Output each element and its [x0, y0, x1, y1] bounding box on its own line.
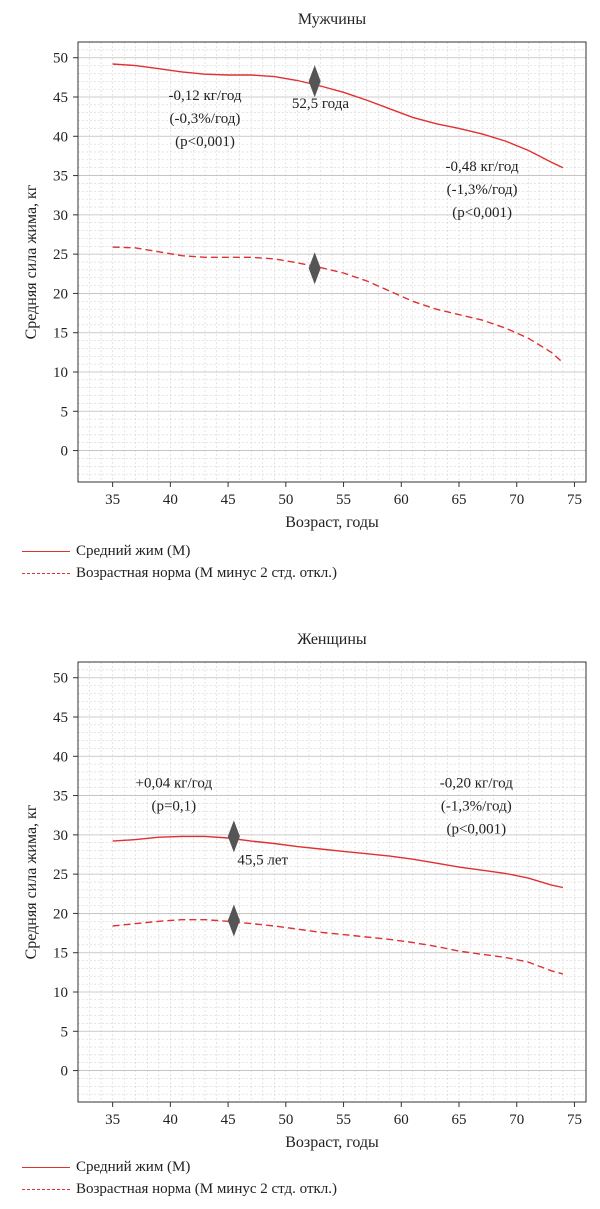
grid [77, 661, 587, 1103]
annotation-line: 52,5 года [292, 96, 349, 112]
legend-swatch-dashed [22, 1188, 70, 1190]
annotation-line: -0,12 кг/год [168, 88, 241, 104]
y-tick-label: 10 [53, 985, 68, 1001]
annotation: -0,12 кг/год (-0,3%/год) (p<0,001) [168, 88, 241, 150]
y-tick-label: 45 [53, 710, 68, 726]
x-tick-label: 35 [105, 492, 120, 508]
annotation-line: 45,5 лет [237, 853, 288, 869]
x-tick-label: 60 [394, 492, 409, 508]
x-tick-label: 45 [221, 492, 236, 508]
y-tick-label: 0 [61, 444, 69, 460]
y-tick-label: 5 [61, 404, 69, 420]
y-tick-label: 5 [61, 1024, 69, 1040]
legend-women: Средний жим (М) Возрастная норма (М мину… [22, 1156, 337, 1200]
x-tick-label: 45 [221, 1112, 236, 1128]
x-tick-label: 60 [394, 1112, 409, 1128]
x-tick-label: 70 [509, 492, 524, 508]
annotation: 45,5 лет [237, 853, 288, 869]
series-line-mean [112, 63, 564, 169]
annotation-line: -0,48 кг/год [446, 159, 519, 175]
chart-title: Женщины [297, 631, 367, 648]
x-tick-label: 65 [452, 492, 467, 508]
annotation-line: (-1,3%/год) [441, 799, 512, 815]
legend-label: Возрастная норма (М минус 2 стд. откл.) [76, 564, 338, 581]
chart-women: Женщины 35 40 45 50 55 60 65 70 75 0 5 10 15 20 25 30 35 4… [23, 631, 587, 1151]
y-tick-label: 30 [53, 208, 68, 224]
legend-item-norm: Возрастная норма (М минус 2 стд. откл.) [22, 1178, 337, 1200]
annotation-line: -0,20 кг/год [440, 776, 513, 792]
x-tick-label: 70 [509, 1112, 524, 1128]
x-axis-label: Возраст, годы [285, 1134, 379, 1151]
x-tick-label: 50 [278, 492, 293, 508]
y-tick-label: 50 [53, 51, 68, 67]
y-tick-label: 40 [53, 129, 68, 145]
x-tick-label: 40 [163, 1112, 178, 1128]
breakpoint-marker [227, 904, 240, 937]
x-tick-label: 35 [105, 1112, 120, 1128]
series-line-mean [112, 835, 564, 889]
series-line-norm [112, 919, 564, 975]
legend-item-mean: Средний жим (М) [22, 1156, 337, 1178]
annotation-line: +0,04 кг/год [136, 776, 213, 792]
legend-label: Средний жим (М) [76, 1158, 191, 1175]
y-axis-label: Средняя сила жима, кг [23, 804, 40, 959]
annotation-line: (p<0,001) [452, 205, 512, 221]
chart-panel-men: Мужчины 35 40 45 50 55 60 65 70 75 0 5 10 15 20 25 30 35 4… [0, 0, 600, 600]
chart-men: Мужчины 35 40 45 50 55 60 65 70 75 0 5 10 15 20 25 30 35 4… [23, 11, 587, 531]
x-tick-label: 75 [567, 492, 582, 508]
y-tick-label: 15 [53, 326, 68, 342]
y-axis-label: Средняя сила жима, кг [23, 184, 40, 339]
y-tick-label: 25 [53, 867, 68, 883]
annotation-line: (-1,3%/год) [447, 182, 518, 198]
breakpoint-marker [227, 820, 240, 853]
x-tick-label: 55 [336, 492, 351, 508]
y-tick-label: 10 [53, 365, 68, 381]
y-tick-label: 15 [53, 946, 68, 962]
legend-item-norm: Возрастная норма (М минус 2 стд. откл.) [22, 562, 337, 584]
x-tick-label: 65 [452, 1112, 467, 1128]
y-tick-label: 0 [61, 1064, 69, 1080]
x-axis-label: Возраст, годы [285, 514, 379, 531]
y-tick-label: 50 [53, 671, 68, 687]
y-tick-label: 20 [53, 906, 68, 922]
y-tick-label: 20 [53, 286, 68, 302]
annotation-line: (-0,3%/год) [170, 111, 241, 127]
x-tick-label: 75 [567, 1112, 582, 1128]
legend-label: Возрастная норма (М минус 2 стд. откл.) [76, 1180, 338, 1197]
annotation: +0,04 кг/год (p=0,1) [136, 776, 213, 815]
series-line-norm [112, 246, 564, 364]
chart-panel-women: Женщины 35 40 45 50 55 60 65 70 75 0 5 10 15 20 25 30 35 4… [0, 620, 600, 1209]
legend-men: Средний жим (М) Возрастная норма (М мину… [22, 540, 337, 584]
y-tick-label: 25 [53, 247, 68, 263]
x-tick-label: 50 [278, 1112, 293, 1128]
breakpoint-marker [308, 65, 321, 98]
plot-frame [77, 661, 587, 1103]
annotation: 52,5 года [292, 96, 349, 112]
y-tick-label: 30 [53, 828, 68, 844]
plot-frame [77, 41, 587, 483]
annotation-line: (p<0,001) [446, 822, 506, 838]
y-tick-label: 45 [53, 90, 68, 106]
chart-title: Мужчины [298, 11, 366, 28]
x-tick-label: 55 [336, 1112, 351, 1128]
annotation: -0,48 кг/год (-1,3%/год) (p<0,001) [446, 159, 519, 221]
annotation-line: (p<0,001) [175, 134, 235, 150]
legend-swatch-solid [22, 1166, 70, 1168]
y-tick-label: 35 [53, 169, 68, 185]
breakpoint-marker [308, 252, 321, 285]
annotation-line: (p=0,1) [151, 799, 196, 815]
legend-swatch-dashed [22, 572, 70, 574]
y-tick-label: 40 [53, 749, 68, 765]
x-tick-label: 40 [163, 492, 178, 508]
legend-item-mean: Средний жим (М) [22, 540, 337, 562]
y-tick-label: 35 [53, 789, 68, 805]
legend-label: Средний жим (М) [76, 542, 191, 559]
annotation: -0,20 кг/год (-1,3%/год) (p<0,001) [440, 776, 513, 838]
legend-swatch-solid [22, 550, 70, 552]
